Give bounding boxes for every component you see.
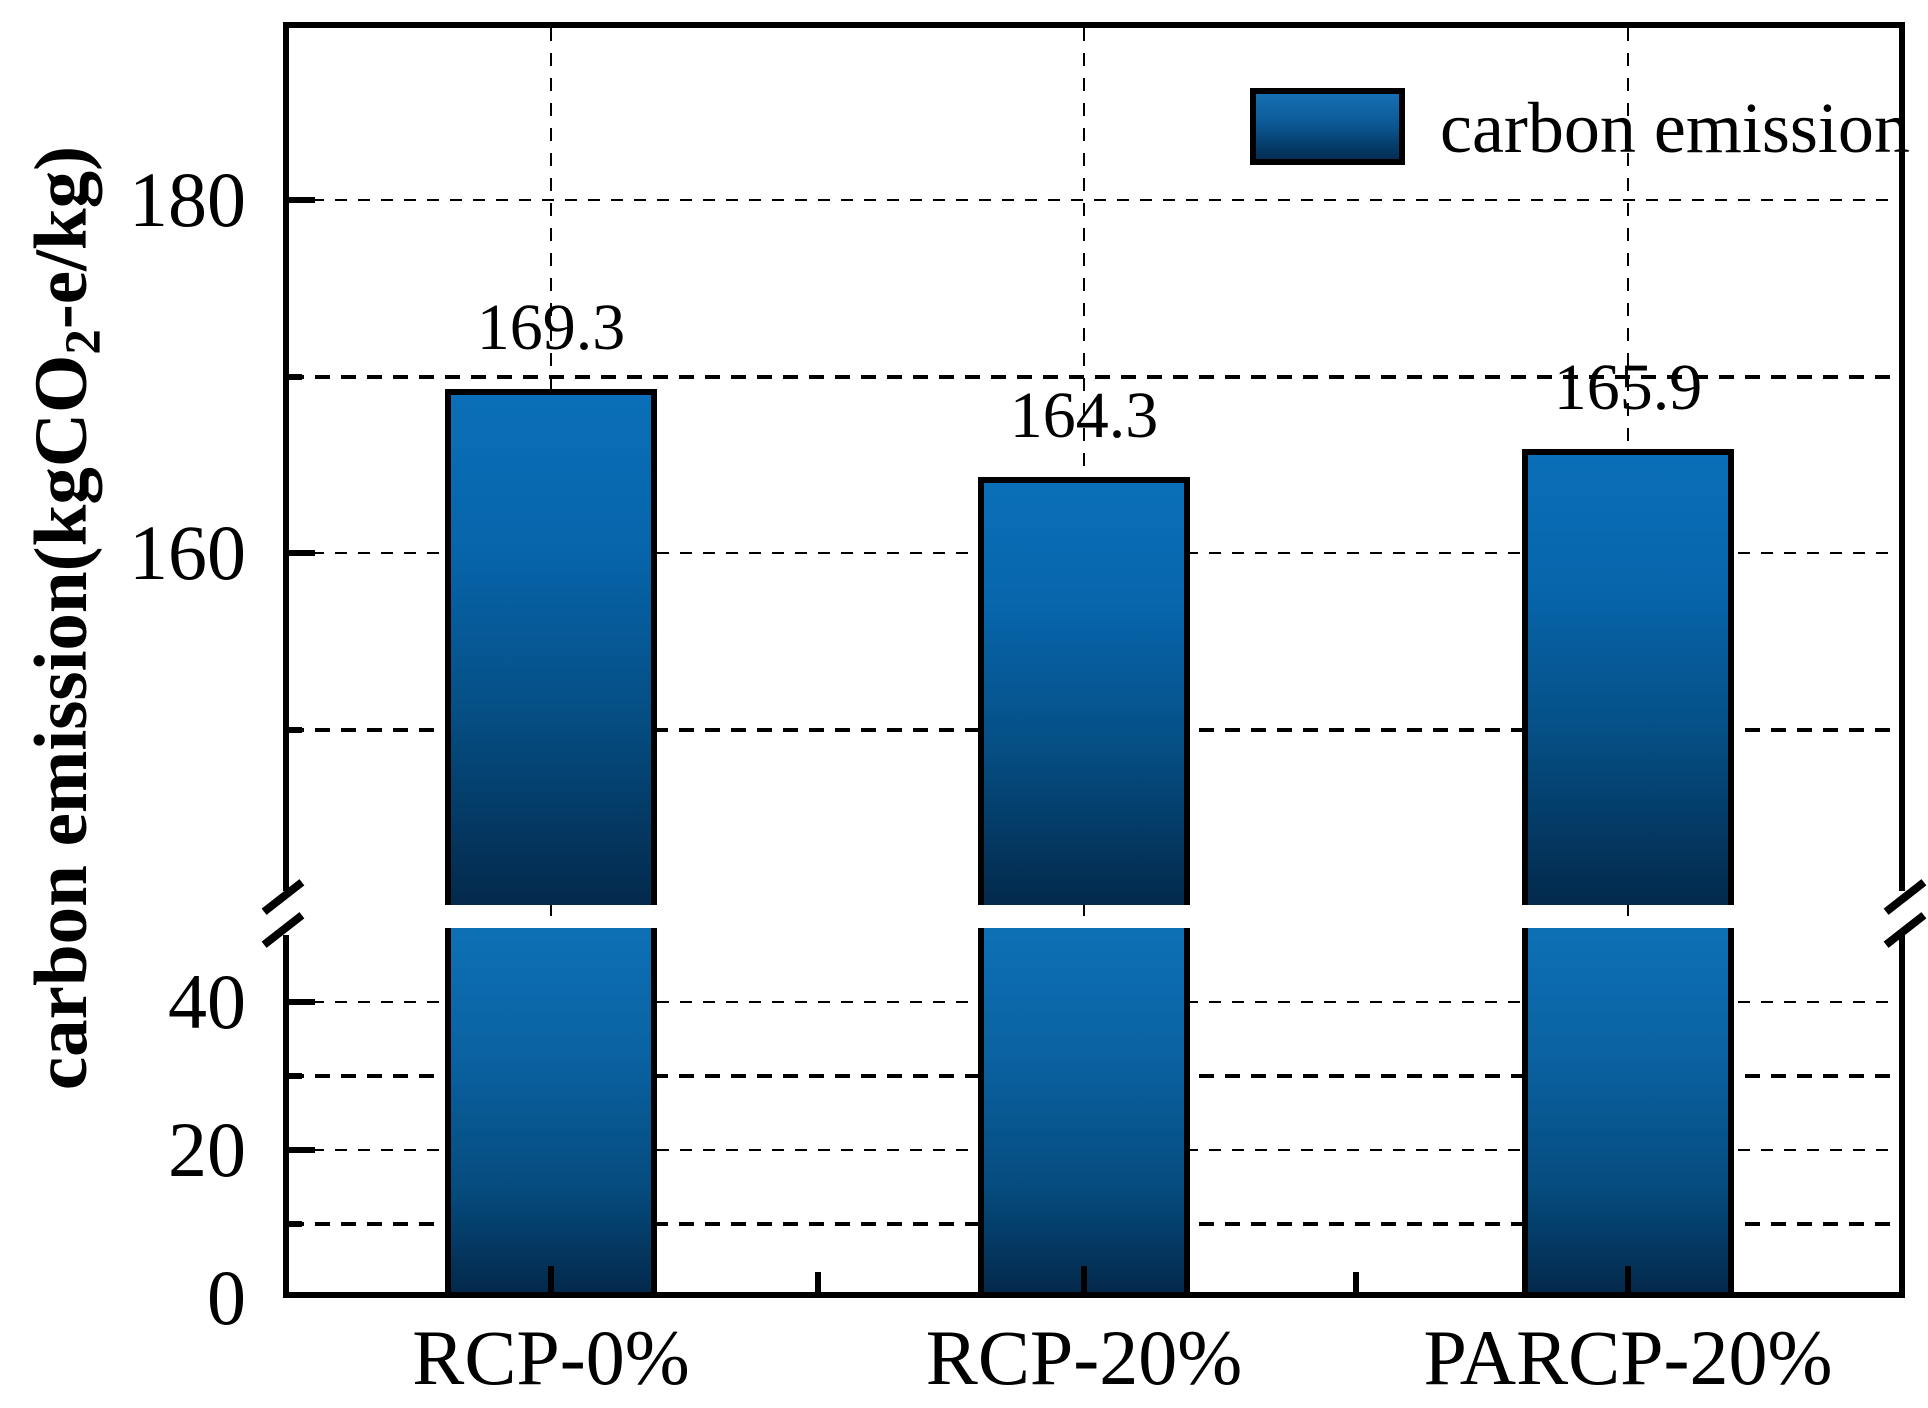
bar-upper-segment [1522,449,1734,905]
bar-lower-segment [1522,928,1734,1292]
y-axis-title-suffix: -e/kg) [19,145,103,330]
y-tick [289,1221,302,1227]
y-tick-label: 160 [129,509,246,596]
y-tick [289,374,302,380]
x-tick [1081,1266,1087,1292]
y-tick [289,197,315,203]
bar-value-label: 165.9 [1553,351,1703,424]
bar-upper-segment [445,389,657,905]
h-gridline [289,199,1899,201]
bar-upper-segment [978,477,1190,905]
y-axis-title-text: carbon emission(kgCO [19,354,103,1091]
legend-label: carbon emission [1440,88,1910,168]
x-category-label: RCP-0% [412,1314,690,1401]
bar-lower-segment [978,928,1190,1292]
y-tick [289,1147,315,1153]
x-category-label: PARCP-20% [1423,1314,1833,1401]
y-tick-label: 40 [168,958,246,1045]
x-minor-tick [815,1272,821,1292]
y-axis-title: carbon emission(kgCO2-e/kg) [19,146,113,1090]
y-tick [289,1073,302,1079]
bar-value-label: 169.3 [476,291,626,364]
h-gridline [289,375,1899,379]
y-tick-label: 180 [129,156,246,243]
y-axis-title-subscript: 2 [56,329,113,355]
y-tick [289,727,302,733]
x-category-label: RCP-20% [925,1314,1243,1401]
bar-lower-segment [445,928,657,1292]
y-tick [289,999,315,1005]
y-tick-label: 20 [168,1106,246,1193]
bar-value-label: 164.3 [1009,379,1159,452]
y-tick [289,550,315,556]
x-minor-tick [1353,1272,1359,1292]
x-tick [548,1266,554,1292]
y-tick-label: 0 [207,1254,246,1341]
legend-swatch [1250,88,1405,165]
x-tick [1625,1266,1631,1292]
